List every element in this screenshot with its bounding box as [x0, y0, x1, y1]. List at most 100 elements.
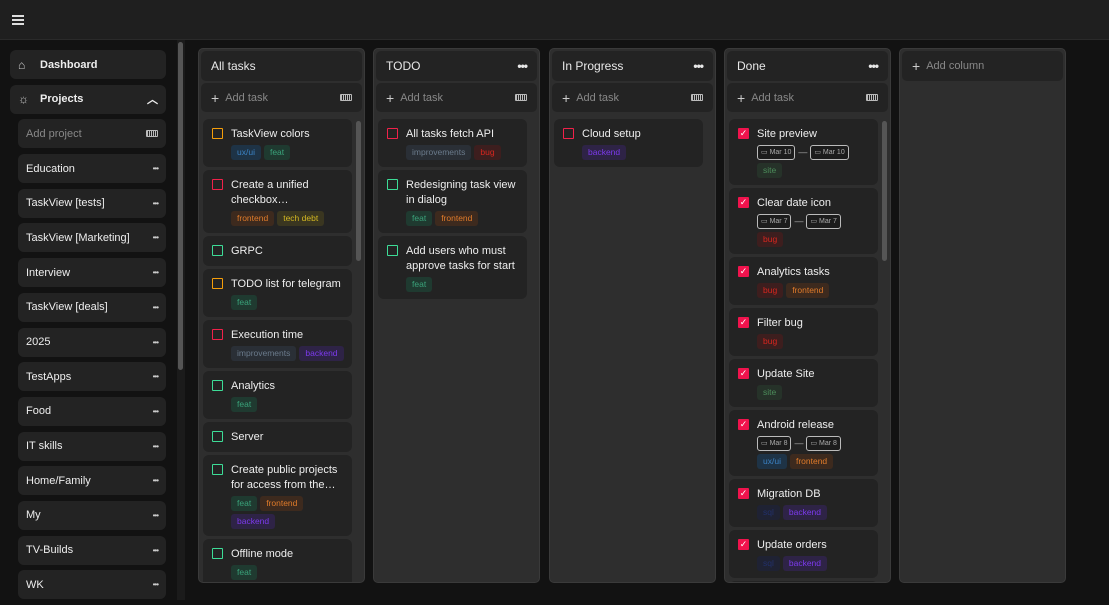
menu-icon[interactable] [12, 15, 24, 25]
sidebar-project-item[interactable]: TaskView [tests] ••• [18, 188, 166, 218]
column-scrollbar[interactable] [882, 121, 887, 261]
task-card[interactable]: TaskView colors ux/ui feat [203, 119, 352, 167]
more-icon[interactable]: ••• [868, 59, 879, 73]
task-card[interactable]: ✓ Update Site site [729, 359, 878, 407]
sidebar-project-item[interactable]: TV-Builds ••• [18, 535, 166, 565]
more-icon[interactable]: ••• [152, 198, 159, 208]
task-checkbox[interactable] [212, 128, 223, 139]
sidebar-project-item[interactable]: 2025 ••• [18, 327, 166, 357]
add-task-input[interactable]: + Add task [727, 83, 888, 112]
add-column-button[interactable]: + Add column [902, 51, 1063, 81]
sidebar-project-item[interactable]: TestApps ••• [18, 362, 166, 392]
task-card[interactable]: TODO list for telegram feat [203, 269, 352, 317]
task-card[interactable]: Cloud setup backend [554, 119, 703, 167]
add-task-input[interactable]: + Add task [376, 83, 537, 112]
more-icon[interactable]: ••• [152, 268, 159, 278]
task-card[interactable]: ✓ Clear date icon Mar 7—Mar 7 bug [729, 188, 878, 254]
task-card[interactable]: All tasks fetch API improvements bug [378, 119, 527, 167]
column-scrollbar[interactable] [356, 121, 361, 261]
sidebar-project-item[interactable]: IT skills ••• [18, 431, 166, 461]
task-card[interactable]: Server [203, 422, 352, 452]
task-checkbox[interactable]: ✓ [738, 368, 749, 379]
project-label: WK [26, 578, 44, 591]
task-checkbox[interactable] [387, 179, 398, 190]
add-project-input[interactable]: Add project [18, 119, 166, 149]
more-icon[interactable]: ••• [693, 59, 704, 73]
keyboard-icon[interactable] [866, 94, 878, 101]
date-chip[interactable]: Mar 7 [806, 214, 841, 229]
task-card[interactable]: Create public projects for access from t… [203, 455, 352, 536]
task-checkbox[interactable]: ✓ [738, 266, 749, 277]
sidebar-project-item[interactable]: TaskView [Marketing] ••• [18, 223, 166, 253]
task-card[interactable]: ✓ Filter bug bug [729, 308, 878, 356]
task-checkbox[interactable] [387, 128, 398, 139]
task-card[interactable]: Redesigning task view in dialog feat front… [378, 170, 527, 233]
more-icon[interactable]: ••• [517, 59, 528, 73]
task-checkbox[interactable]: ✓ [738, 488, 749, 499]
sidebar-project-item[interactable]: My ••• [18, 500, 166, 530]
sidebar-item-dashboard[interactable]: ⌂ Dashboard [10, 50, 166, 79]
task-checkbox[interactable] [212, 278, 223, 289]
sidebar-project-item[interactable]: WK ••• [18, 570, 166, 600]
more-icon[interactable]: ••• [152, 164, 159, 174]
keyboard-icon[interactable] [146, 130, 158, 138]
more-icon[interactable]: ••• [152, 545, 159, 555]
task-card[interactable]: Analytics feat [203, 371, 352, 419]
keyboard-icon[interactable] [340, 94, 352, 101]
task-card[interactable]: ✓ [729, 581, 878, 582]
task-card[interactable]: ✓ Update orders sql backend [729, 530, 878, 578]
add-task-input[interactable]: + Add task [552, 83, 713, 112]
task-checkbox[interactable] [387, 245, 398, 256]
more-icon[interactable]: ••• [152, 441, 159, 451]
task-card[interactable]: Add users who must approve tasks for sta… [378, 236, 527, 299]
date-chip[interactable]: Mar 10 [810, 145, 849, 160]
sidebar-project-item[interactable]: Education ••• [18, 154, 166, 184]
more-icon[interactable]: ••• [152, 510, 159, 520]
date-chip[interactable]: Mar 10 [757, 145, 796, 160]
add-project-placeholder: Add project [26, 127, 82, 140]
more-icon[interactable]: ••• [152, 302, 159, 312]
task-checkbox[interactable]: ✓ [738, 197, 749, 208]
sidebar-scrollbar[interactable] [177, 40, 185, 600]
task-checkbox[interactable] [212, 464, 223, 475]
sidebar-project-item[interactable]: Food ••• [18, 396, 166, 426]
task-checkbox[interactable]: ✓ [738, 419, 749, 430]
task-checkbox[interactable]: ✓ [738, 128, 749, 139]
more-icon[interactable]: ••• [152, 233, 159, 243]
more-icon[interactable]: ••• [152, 372, 159, 382]
task-card[interactable]: ✓ Migration DB sql backend [729, 479, 878, 527]
more-icon[interactable]: ••• [152, 337, 159, 347]
task-checkbox[interactable]: ✓ [738, 317, 749, 328]
task-checkbox[interactable] [212, 380, 223, 391]
keyboard-icon[interactable] [691, 94, 703, 101]
task-card[interactable]: GRPC [203, 236, 352, 266]
task-checkbox[interactable]: ✓ [738, 539, 749, 550]
tag: bug [757, 232, 784, 247]
plus-icon: + [912, 58, 921, 74]
task-checkbox[interactable] [212, 329, 223, 340]
sidebar-project-item[interactable]: Interview ••• [18, 258, 166, 288]
task-checkbox[interactable] [212, 548, 223, 559]
keyboard-icon[interactable] [515, 94, 527, 101]
sidebar-item-projects[interactable]: ☼ Projects ︿ [10, 84, 166, 114]
date-chip[interactable]: Mar 7 [757, 214, 792, 229]
add-task-input[interactable]: + Add task [201, 83, 362, 112]
sidebar-project-item[interactable]: Home/Family ••• [18, 466, 166, 496]
task-checkbox[interactable] [212, 245, 223, 256]
task-checkbox[interactable] [212, 179, 223, 190]
task-card[interactable]: Create a unified checkbox component… fron… [203, 170, 352, 233]
more-icon[interactable]: ••• [152, 476, 159, 486]
task-card[interactable]: Offline mode feat [203, 539, 352, 582]
more-icon[interactable]: ••• [152, 406, 159, 416]
date-chip[interactable]: Mar 8 [806, 436, 841, 451]
date-chip[interactable]: Mar 8 [757, 436, 792, 451]
task-card[interactable]: ✓ Analytics tasks bug frontend [729, 257, 878, 305]
more-icon[interactable]: ••• [152, 580, 159, 590]
task-checkbox[interactable] [563, 128, 574, 139]
task-card[interactable]: ✓ Site preview Mar 10—Mar 10 site [729, 119, 878, 185]
task-checkbox[interactable] [212, 431, 223, 442]
chevron-up-icon[interactable]: ︿ [147, 94, 158, 107]
sidebar-project-item[interactable]: TaskView [deals] ••• [18, 292, 166, 322]
task-card[interactable]: Execution time improvements backend [203, 320, 352, 368]
